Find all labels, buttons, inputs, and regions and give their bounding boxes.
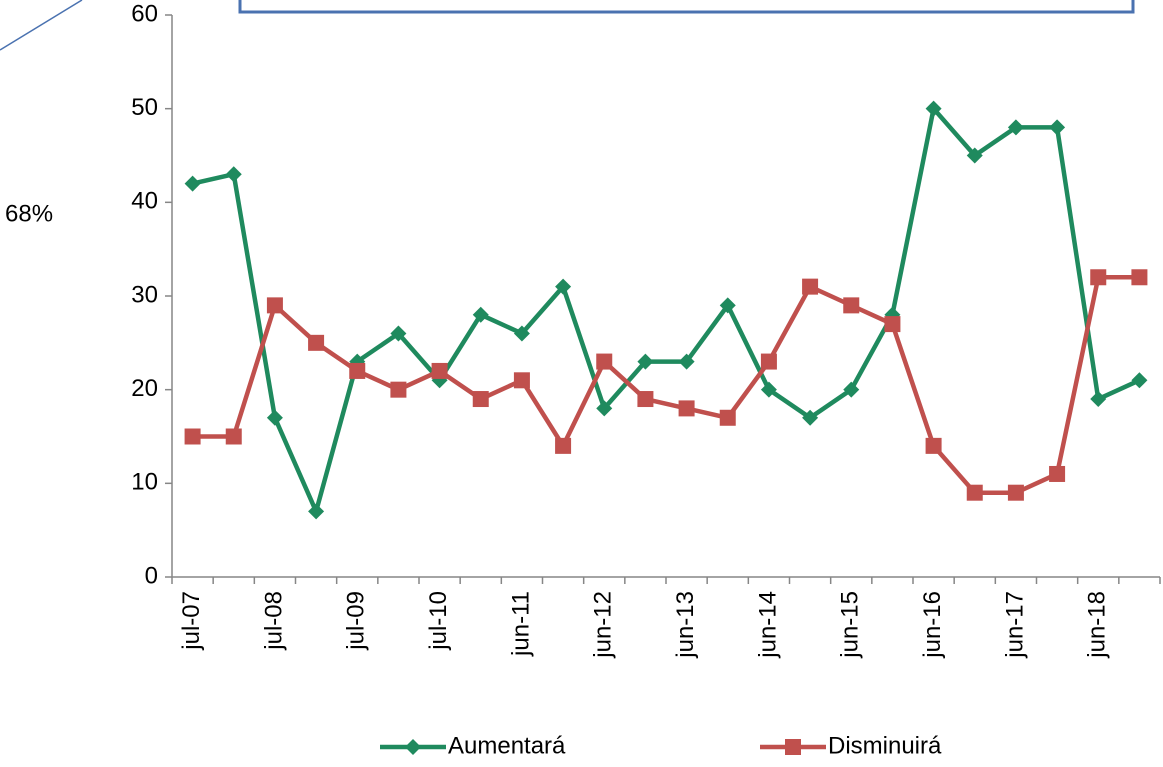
data-point [966,147,983,164]
data-point [184,175,201,192]
legend-label: Disminuirá [828,732,942,759]
decor-line [0,0,83,51]
y-tick-label: 30 [131,281,158,308]
data-point [1007,484,1024,501]
data-point [1007,119,1024,136]
x-tick-label: jun-18 [1084,591,1111,659]
data-point [802,409,819,426]
x-tick-label: jul-10 [425,591,452,651]
y-tick-label: 60 [131,0,158,27]
data-point [1049,119,1066,136]
data-point [308,503,325,520]
data-point [1090,391,1107,408]
data-point [1131,269,1148,286]
data-point [308,334,325,351]
data-point [760,353,777,370]
data-point [390,381,407,398]
decor-box [238,0,1135,14]
data-point [637,391,654,408]
x-tick-label: jun-16 [919,591,946,659]
data-point [966,484,983,501]
data-point [719,297,736,314]
data-point [1131,372,1148,389]
data-point [390,325,407,342]
series-line [192,275,1140,495]
data-point [802,278,819,295]
x-tick-label: jul-07 [178,591,205,651]
x-tick-label: jun-12 [590,591,617,659]
data-point [1090,269,1107,286]
x-tick-label: jun-14 [754,591,781,659]
data-point [555,278,572,295]
x-tick-label: jun-17 [1001,591,1028,659]
y-tick-label: 20 [131,375,158,402]
data-point [431,362,448,379]
data-point [760,381,777,398]
x-tick-label: jul-08 [260,591,287,651]
y-tick-label: 10 [131,469,158,496]
data-point [225,428,242,445]
data-point [513,325,530,342]
data-point [225,166,242,183]
x-tick-label: jun-13 [672,591,699,659]
data-point [637,353,654,370]
x-tick-label: jun-15 [837,591,864,659]
series-line [192,106,1141,514]
data-point [925,100,942,117]
y-tick-label: 50 [131,94,158,121]
data-point [513,372,530,389]
legend-marker [785,739,801,755]
data-point [266,297,283,314]
data-point [843,381,860,398]
data-point [678,400,695,417]
data-point [349,362,366,379]
data-point [719,409,736,426]
data-point [925,437,942,454]
y-tick-label: 0 [145,562,158,589]
annotation: 68% [5,200,53,227]
data-point [184,428,201,445]
data-point [472,306,489,323]
x-tick-label: jun-11 [507,591,534,657]
data-point [596,353,613,370]
data-point [678,353,695,370]
data-point [596,400,613,417]
data-point [555,437,572,454]
data-point [884,316,901,333]
data-point [266,409,283,426]
legend-label: Aumentará [448,732,566,759]
x-tick-label: jul-09 [343,591,370,651]
data-point [472,391,489,408]
data-point [1049,465,1066,482]
y-tick-label: 40 [131,188,158,215]
data-point [843,297,860,314]
legend-marker [405,739,421,755]
